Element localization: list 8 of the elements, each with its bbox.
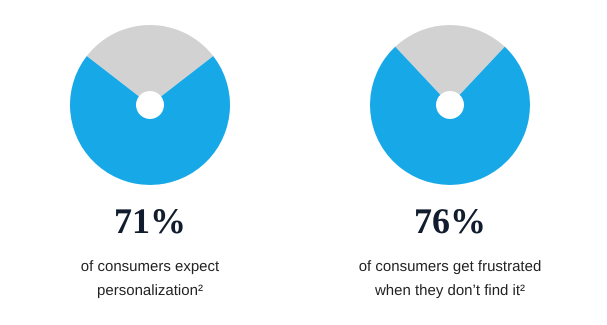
donut-slice	[395, 25, 505, 95]
donut-slice	[70, 56, 230, 185]
data-label: 76%	[414, 201, 486, 241]
text: of consumers expect personalization²	[80, 258, 220, 299]
donut-slice	[370, 46, 530, 185]
text: of consumers get frustrated when they don’t find it²	[358, 258, 542, 299]
data-label: 71%	[114, 201, 186, 241]
donut-slice	[86, 25, 214, 96]
